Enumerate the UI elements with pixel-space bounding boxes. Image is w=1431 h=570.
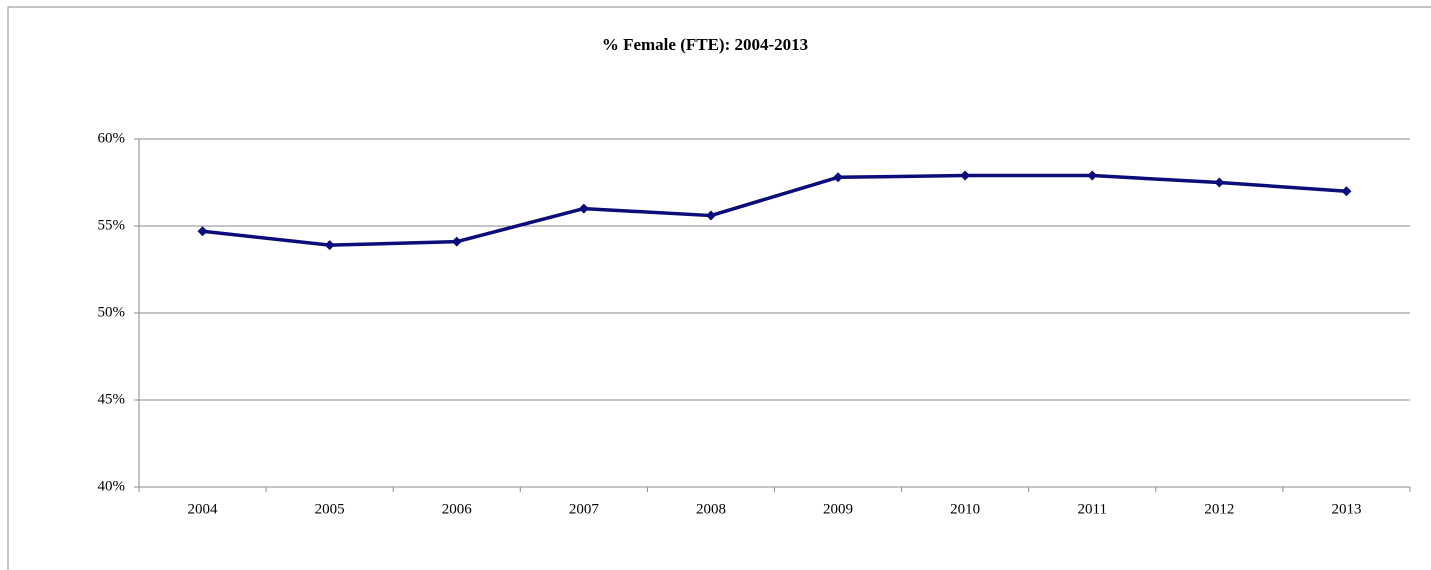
data-point — [960, 170, 971, 181]
data-point — [1214, 177, 1225, 188]
chart-border — [7, 6, 1431, 570]
x-tick-label: 2011 — [1078, 501, 1107, 517]
y-tick-label: 40% — [98, 478, 126, 494]
x-tick-label: 2012 — [1204, 501, 1234, 517]
x-tick-label: 2010 — [950, 501, 980, 517]
data-point — [324, 240, 335, 251]
data-line — [202, 173, 1347, 247]
x-tick-label: 2009 — [823, 501, 853, 517]
data-point — [833, 172, 844, 183]
x-tick-label: 2008 — [696, 501, 726, 517]
data-point — [1087, 170, 1098, 181]
x-tick-label: 2006 — [442, 501, 473, 517]
x-tick-label: 2005 — [315, 501, 345, 517]
data-point — [705, 210, 716, 221]
x-tick-label: 2007 — [569, 501, 600, 517]
data-point — [197, 226, 208, 237]
y-tick-label: 45% — [98, 391, 126, 407]
y-tick-label: 60% — [98, 130, 126, 146]
data-point — [1341, 186, 1352, 197]
chart-title: % Female (FTE): 2004-2013 — [602, 35, 808, 54]
y-tick-label: 55% — [98, 217, 126, 233]
data-point — [451, 236, 462, 247]
x-tick-label: 2013 — [1331, 501, 1361, 517]
y-tick-label: 50% — [98, 304, 126, 320]
data-point — [578, 203, 589, 214]
x-tick-label: 2004 — [188, 501, 219, 517]
